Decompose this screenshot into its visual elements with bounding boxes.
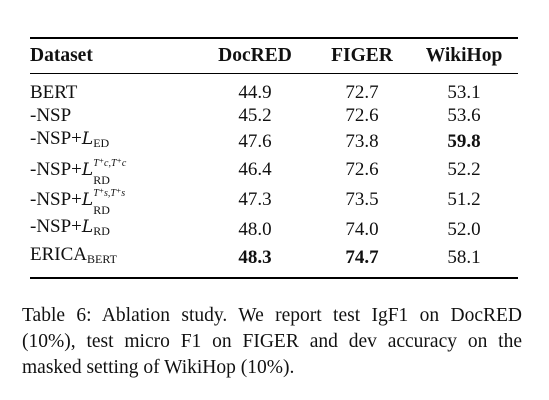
loss-subscript: RD <box>93 203 110 217</box>
loss-symbol: L <box>81 217 94 237</box>
row-name-prefix: -NSP+ <box>30 216 82 237</box>
header-wikihop: WikiHop <box>425 45 503 66</box>
loss-subscript: ED <box>93 136 110 150</box>
row-name: -NSP <box>30 105 72 126</box>
cell-wikihop: 52.0 <box>447 218 481 240</box>
table-row: -NSP 45.2 72.6 53.6 <box>30 104 518 127</box>
cell-figer: 73.8 <box>345 130 379 152</box>
cell-docred: 47.3 <box>238 189 272 210</box>
cell-docred: 47.6 <box>238 130 272 152</box>
loss-symbol: L <box>81 160 94 180</box>
cell-docred-best: 48.3 <box>196 243 314 279</box>
loss-symbol: L <box>81 129 94 149</box>
loss-subscript: RD <box>93 173 110 187</box>
loss-superscript: T⁺s,T⁺s <box>93 188 126 199</box>
cell-figer: 73.5 <box>345 189 379 210</box>
row-name: -NSP+LRD <box>30 215 196 243</box>
ablation-table-container: Dataset DocRED FIGER WikiHop BERT 44.9 7… <box>30 37 518 279</box>
row-name: -NSP+L T⁺s,T⁺s RD <box>30 185 196 217</box>
cell-wikihop: 52.2 <box>447 159 481 180</box>
table-row: -NSP+LED 47.6 73.8 59.8 <box>30 127 518 155</box>
table-row: -NSP+L T⁺c,T⁺c RD 46.4 72.6 52.2 <box>30 155 518 187</box>
cell-docred: 48.0 <box>238 218 272 240</box>
cell-wikihop-best: 59.8 <box>447 130 481 152</box>
table-header-row: Dataset DocRED FIGER WikiHop <box>30 38 518 74</box>
row-name: ERICABERT <box>30 243 196 279</box>
ablation-table: Dataset DocRED FIGER WikiHop BERT 44.9 7… <box>30 37 518 279</box>
row-name: BERT <box>30 82 78 103</box>
cell-wikihop: 51.2 <box>447 189 481 210</box>
header-dataset: Dataset <box>30 45 93 66</box>
loss-scripts: T⁺c,T⁺c RD <box>93 157 126 187</box>
row-name: -NSP+L T⁺c,T⁺c RD <box>30 155 196 187</box>
cell-figer: 72.6 <box>345 105 379 126</box>
table-row: BERT 44.9 72.7 53.1 <box>30 74 518 105</box>
cell-figer-best: 74.7 <box>314 243 410 279</box>
header-docred: DocRED <box>218 45 292 66</box>
row-name-prefix: -NSP+ <box>30 159 82 180</box>
header-figer: FIGER <box>331 45 393 66</box>
cell-wikihop: 58.1 <box>410 243 518 279</box>
row-name: -NSP+LED <box>30 127 196 155</box>
row-name-subscript: BERT <box>87 252 117 266</box>
cell-docred: 45.2 <box>238 105 272 126</box>
cell-wikihop: 53.6 <box>447 105 481 126</box>
loss-superscript: T⁺c,T⁺c <box>93 158 127 169</box>
loss-scripts: T⁺s,T⁺s RD <box>93 187 125 217</box>
loss-symbol: L <box>81 190 94 210</box>
cell-figer: 72.7 <box>345 82 379 103</box>
table-row: -NSP+LRD 48.0 74.0 52.0 <box>30 215 518 243</box>
table-caption: Table 6: Ablation study. We report test … <box>22 304 522 378</box>
row-name-main: ERICA <box>30 244 87 265</box>
row-name-prefix: -NSP+ <box>30 189 82 210</box>
loss-subscript: RD <box>93 224 110 238</box>
table-row: -NSP+L T⁺s,T⁺s RD 47.3 73.5 51.2 <box>30 185 518 217</box>
table-row: ERICABERT 48.3 74.7 58.1 <box>30 243 518 279</box>
cell-wikihop: 53.1 <box>447 82 481 103</box>
cell-figer: 72.6 <box>345 159 379 180</box>
cell-docred: 46.4 <box>238 159 272 180</box>
cell-figer: 74.0 <box>345 218 379 240</box>
row-name-prefix: -NSP+ <box>30 128 82 149</box>
cell-docred: 44.9 <box>238 82 272 103</box>
